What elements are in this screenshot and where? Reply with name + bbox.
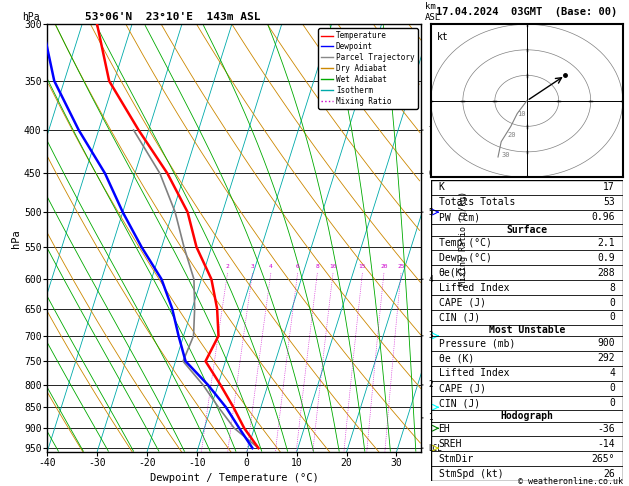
Text: θe (K): θe (K): [438, 353, 474, 364]
Text: 3: 3: [428, 331, 433, 340]
Text: 7: 7: [428, 125, 433, 135]
Text: CIN (J): CIN (J): [438, 398, 480, 408]
Text: 1: 1: [428, 414, 433, 422]
Text: 0.96: 0.96: [591, 212, 615, 222]
X-axis label: Dewpoint / Temperature (°C): Dewpoint / Temperature (°C): [150, 473, 319, 483]
Text: StmDir: StmDir: [438, 454, 474, 464]
Text: 0: 0: [609, 398, 615, 408]
Text: Mixing Ratio (g/kg): Mixing Ratio (g/kg): [459, 191, 468, 286]
Text: CIN (J): CIN (J): [438, 312, 480, 322]
Text: 288: 288: [598, 268, 615, 278]
Text: 2: 2: [428, 381, 433, 389]
Text: 2.1: 2.1: [598, 238, 615, 248]
Text: 0.9: 0.9: [598, 253, 615, 263]
Text: CAPE (J): CAPE (J): [438, 383, 486, 393]
Text: 2: 2: [226, 264, 230, 269]
Text: 20: 20: [380, 264, 387, 269]
Text: © weatheronline.co.uk: © weatheronline.co.uk: [518, 476, 623, 486]
Text: StmSpd (kt): StmSpd (kt): [438, 469, 503, 479]
Text: CAPE (J): CAPE (J): [438, 297, 486, 308]
Text: Most Unstable: Most Unstable: [489, 326, 565, 335]
Text: Pressure (mb): Pressure (mb): [438, 339, 515, 348]
Text: Temp (°C): Temp (°C): [438, 238, 491, 248]
Text: EH: EH: [438, 424, 450, 434]
Text: 265°: 265°: [591, 454, 615, 464]
Text: 4: 4: [428, 275, 433, 284]
Text: 8: 8: [609, 283, 615, 293]
Text: 5: 5: [428, 208, 433, 217]
Text: Totals Totals: Totals Totals: [438, 197, 515, 207]
Text: 0: 0: [609, 297, 615, 308]
Text: 53: 53: [603, 197, 615, 207]
Y-axis label: hPa: hPa: [11, 229, 21, 247]
Text: 15: 15: [359, 264, 366, 269]
Text: hPa: hPa: [22, 12, 40, 22]
Text: 900: 900: [598, 339, 615, 348]
Text: Surface: Surface: [506, 225, 547, 235]
Text: SREH: SREH: [438, 439, 462, 449]
Text: 8: 8: [316, 264, 319, 269]
Text: 26: 26: [603, 469, 615, 479]
Text: Hodograph: Hodograph: [500, 411, 554, 421]
Text: 4: 4: [609, 368, 615, 378]
Text: 20: 20: [508, 132, 516, 138]
Text: Lifted Index: Lifted Index: [438, 368, 509, 378]
Text: 30: 30: [501, 152, 509, 158]
Text: km
ASL: km ASL: [425, 2, 441, 22]
Text: kt: kt: [437, 32, 449, 42]
Text: 292: 292: [598, 353, 615, 364]
Text: PW (cm): PW (cm): [438, 212, 480, 222]
Text: 53°06'N  23°10'E  143m ASL: 53°06'N 23°10'E 143m ASL: [85, 12, 260, 22]
Legend: Temperature, Dewpoint, Parcel Trajectory, Dry Adiabat, Wet Adiabat, Isotherm, Mi: Temperature, Dewpoint, Parcel Trajectory…: [318, 28, 418, 109]
Text: 10: 10: [329, 264, 337, 269]
Text: -36: -36: [598, 424, 615, 434]
Text: Dewp (°C): Dewp (°C): [438, 253, 491, 263]
Text: LCL: LCL: [428, 444, 442, 452]
Text: θe(K): θe(K): [438, 268, 468, 278]
Text: Lifted Index: Lifted Index: [438, 283, 509, 293]
Text: 10: 10: [517, 111, 526, 117]
Text: 17.04.2024  03GMT  (Base: 00): 17.04.2024 03GMT (Base: 00): [436, 7, 618, 17]
Text: 6: 6: [428, 169, 433, 178]
Text: 0: 0: [609, 383, 615, 393]
Text: -14: -14: [598, 439, 615, 449]
Text: 4: 4: [269, 264, 273, 269]
Text: K: K: [438, 182, 445, 192]
Text: 17: 17: [603, 182, 615, 192]
Text: 6: 6: [296, 264, 299, 269]
Text: 3: 3: [250, 264, 254, 269]
Text: 25: 25: [398, 264, 404, 269]
Text: 0: 0: [609, 312, 615, 322]
